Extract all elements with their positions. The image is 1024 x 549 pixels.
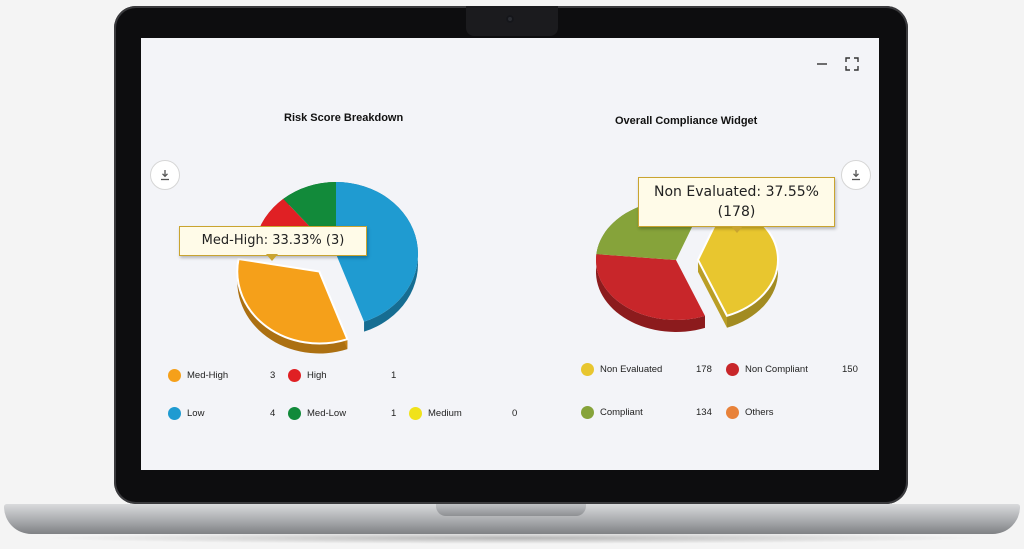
dashboard-screen: Risk Score Breakdown Overall Compliance … [141,38,879,470]
risk-tooltip-text: Med-High: 33.33% (3) [201,233,345,248]
compliance-tooltip-line2: (178) [717,204,756,220]
legend-label: Low [187,408,205,419]
compliance-tooltip: Non Evaluated: 37.55% (178) [638,177,835,233]
legend-value: 1 [391,408,397,419]
laptop-base-lip [436,504,586,516]
legend-value: 134 [696,407,712,418]
legend-item-med-low[interactable]: Med-Low 1 [288,406,400,422]
legend-dot [409,407,422,420]
legend-value: 178 [696,364,712,375]
legend-label: Medium [428,408,462,419]
camera-icon [506,15,514,23]
legend-dot [726,363,739,376]
download-icon [161,170,169,181]
download-icon [852,170,860,181]
laptop-shadow [40,532,984,544]
legend-dot [288,369,301,382]
legend-item-non-compliant[interactable]: Non Compliant 150 [726,362,861,378]
risk-tooltip: Med-High: 33.33% (3) [179,226,367,261]
risk-widget-title: Risk Score Breakdown [284,112,404,124]
compliance-pie-slice-side [596,254,705,332]
risk-pie [236,182,419,354]
compliance-pie-slice-wall [697,259,727,328]
legend-label: Non Compliant [745,364,808,375]
fullscreen-icon[interactable] [844,56,860,72]
legend-dot [726,406,739,419]
legend-label: Med-Low [307,408,347,419]
minimize-icon[interactable] [814,56,830,72]
risk-pie-slice-low[interactable] [336,182,419,322]
legend-label: Compliant [600,407,643,418]
legend-value: 150 [842,364,858,375]
legend-item-others[interactable]: Others [726,405,861,421]
legend-dot [168,407,181,420]
legend-value: 4 [270,408,276,419]
legend-item-medium[interactable]: Medium 0 [409,406,521,422]
compliance-pie-slice-non-compliant[interactable] [596,254,705,320]
compliance-tooltip-line1: Non Evaluated: 37.55% [654,184,819,200]
tooltip-arrow [731,226,743,233]
legend-dot [581,406,594,419]
legend-value: 0 [512,408,518,419]
legend-dot [168,369,181,382]
legend-label: Med-High [187,370,229,381]
legend-dot [581,363,594,376]
risk-pie-slice-side [237,258,348,354]
legend-label: Non Evaluated [600,364,663,375]
legend-dot [288,407,301,420]
legend-item-non-evaluated[interactable]: Non Evaluated 178 [581,362,716,378]
legend-item-med-high[interactable]: Med-High 3 [168,368,278,384]
legend-value: 1 [391,370,397,381]
risk-download-button[interactable] [150,160,180,190]
legend-label: High [307,370,327,381]
legend-item-compliant[interactable]: Compliant 134 [581,405,716,421]
legend-item-high[interactable]: High 1 [288,368,400,384]
compliance-widget-title: Overall Compliance Widget [615,115,758,127]
compliance-download-button[interactable] [841,160,871,190]
compliance-pie [596,200,779,332]
legend-value: 3 [270,370,276,381]
legend-item-low[interactable]: Low 4 [168,406,278,422]
legend-label: Others [745,407,774,418]
risk-pie-slice-med-high[interactable] [236,257,349,345]
tooltip-arrow [266,254,278,261]
